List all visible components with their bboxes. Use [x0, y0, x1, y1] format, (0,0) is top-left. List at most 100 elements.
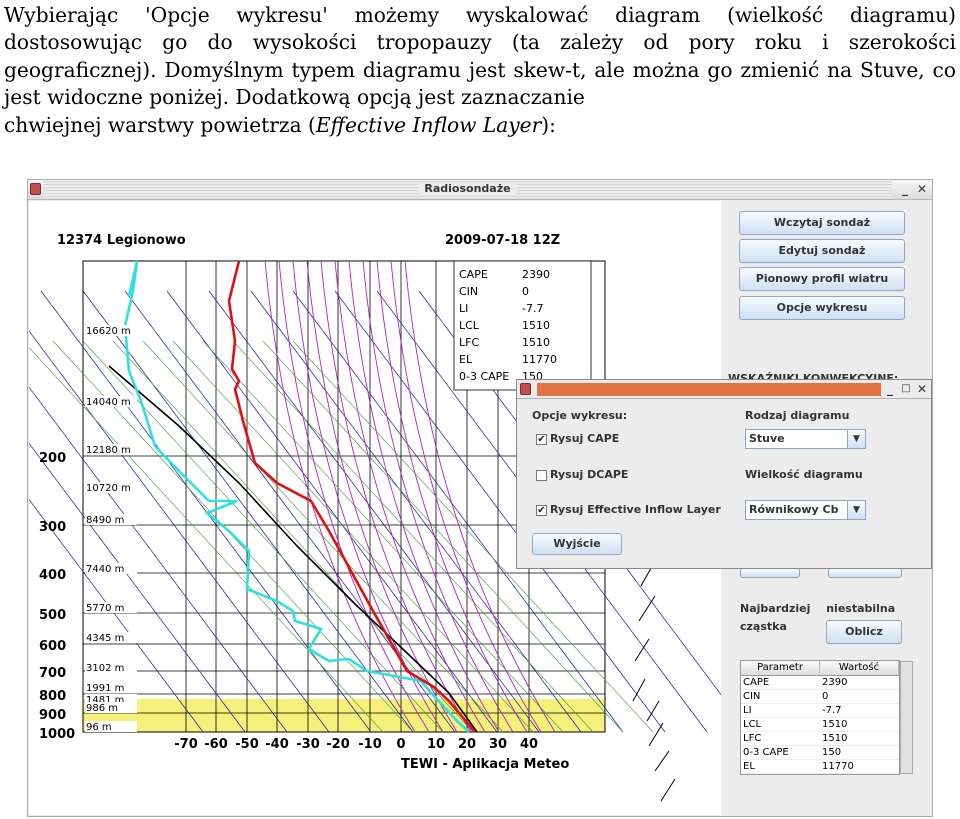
- height-label: 7440 m: [86, 564, 124, 575]
- mixing-ratio-line: [172, 340, 534, 733]
- mixing-ratio-line: [292, 340, 654, 733]
- table-row[interactable]: LCL 1510: [741, 718, 899, 732]
- index-name: EL: [459, 353, 473, 366]
- table-header-param[interactable]: Parametr: [741, 661, 820, 675]
- height-label-bg: [85, 721, 137, 732]
- wind-barb: [660, 778, 676, 802]
- height-label-bg: [85, 682, 137, 693]
- temperature-tick-label: -30: [296, 737, 320, 752]
- draw-cape-checkbox[interactable]: ✔: [536, 434, 547, 445]
- mixing-ratio-line: [262, 340, 624, 733]
- index-value: 11770: [522, 353, 557, 366]
- dialog-titlebar[interactable]: _ □ ✕: [517, 380, 931, 399]
- table-row[interactable]: CAPE 2390: [741, 676, 899, 690]
- moist-adiabat-line: [362, 260, 514, 733]
- table-header-value[interactable]: Wartość: [820, 661, 899, 675]
- draw-dcape-checkbox[interactable]: [536, 470, 547, 481]
- dry-adiabat-line: [0, 404, 246, 733]
- window-titlebar[interactable]: Radiosondaże _ ✕: [28, 180, 932, 200]
- dialog-minimize-icon[interactable]: _: [887, 382, 893, 396]
- chevron-down-icon[interactable]: ▼: [847, 501, 865, 519]
- diagram-size-value: Równikowy Cb: [749, 503, 839, 516]
- dialog-maximize-icon[interactable]: □: [901, 383, 911, 394]
- table-header: Parametr Wartość: [741, 661, 899, 676]
- draw-inflow-label[interactable]: Rysuj Effective Inflow Layer: [550, 503, 721, 516]
- mixing-ratio-line: [112, 340, 474, 733]
- index-value: 1510: [522, 336, 550, 349]
- height-label-bg: [85, 482, 137, 493]
- table-row[interactable]: EL 11770: [741, 760, 899, 774]
- height-label: 5770 m: [86, 603, 124, 614]
- wind-profile-button[interactable]: Pionowy profil wiatru: [739, 267, 905, 291]
- temperature-tick-label: -50: [235, 737, 259, 752]
- index-name: LI: [459, 302, 468, 315]
- table-row[interactable]: 0-3 CAPE 150: [741, 746, 899, 760]
- table-scrollbar[interactable]: [900, 661, 913, 774]
- stuve-chart-svg: 12374 Legionowo 2009-07-18 12Z TEWI - Apli…: [0, 233, 750, 802]
- height-label: 4345 m: [86, 633, 124, 644]
- exit-button[interactable]: Wyjście: [532, 533, 622, 555]
- height-label: 1991 m: [86, 683, 124, 694]
- dry-adiabat-line: [292, 290, 624, 733]
- side-panel: Wczytaj sondaż Edytuj sondaż Pionowy pro…: [728, 202, 928, 802]
- index-value: 2390: [522, 268, 550, 281]
- height-label: 12180 m: [86, 445, 131, 456]
- calculate-button[interactable]: Oblicz: [826, 620, 902, 644]
- station-title: 12374 Legionowo: [57, 233, 186, 248]
- pressure-label: 500: [39, 608, 66, 623]
- hidden-button-right[interactable]: [828, 568, 902, 578]
- app-icon: [30, 183, 41, 195]
- edit-sounding-button[interactable]: Edytuj sondaż: [739, 239, 905, 263]
- dry-adiabat-line: [250, 290, 582, 733]
- draw-cape-label[interactable]: Rysuj CAPE: [550, 432, 620, 445]
- table-row[interactable]: LI -7.7: [741, 704, 899, 718]
- height-label-bg: [85, 444, 137, 455]
- moist-adiabat-line: [376, 260, 528, 733]
- pressure-label: 1000: [39, 727, 75, 742]
- diagram-type-select[interactable]: Stuve ▼: [745, 429, 866, 449]
- options-label: Opcje wykresu:: [532, 409, 628, 422]
- dry-adiabat-line: [208, 290, 540, 733]
- height-label: 986 m: [86, 703, 118, 714]
- height-label: 1481 m: [86, 695, 124, 706]
- table-cell-value: -7.7: [822, 705, 842, 716]
- height-label-bg: [85, 694, 137, 705]
- hidden-button-left[interactable]: [740, 568, 800, 578]
- dialog-close-icon[interactable]: ✕: [916, 382, 928, 396]
- index-name: 0-3 CAPE: [459, 370, 509, 383]
- diagram-type-label: Rodzaj diagramu: [745, 409, 850, 422]
- index-value: -7.7: [522, 302, 543, 315]
- minimize-icon[interactable]: _: [902, 182, 908, 196]
- datetime-title: 2009-07-18 12Z: [445, 233, 560, 248]
- mixing-ratio-line: [232, 340, 594, 733]
- draw-inflow-checkbox[interactable]: ✔: [536, 505, 547, 516]
- mixing-ratio-line: [202, 340, 564, 733]
- table-row[interactable]: CIN 0: [741, 690, 899, 704]
- table-cell-param: LFC: [743, 733, 762, 744]
- pressure-label: 400: [39, 568, 66, 583]
- wind-barb: [648, 722, 664, 747]
- moist-adiabat-line: [292, 260, 444, 733]
- pressure-label: 600: [39, 639, 66, 654]
- table-row[interactable]: LFC 1510: [741, 732, 899, 746]
- chart-options-button[interactable]: Opcje wykresu: [739, 296, 905, 320]
- temperature-tick-label: 10: [427, 737, 445, 752]
- description-paragraph: Wybierając 'Opcje wykresu' możemy wyskal…: [4, 2, 956, 139]
- height-label: 8490 m: [86, 515, 124, 526]
- moist-adiabat-line: [306, 260, 458, 733]
- load-sounding-button[interactable]: Wczytaj sondaż: [739, 211, 905, 235]
- draw-dcape-label[interactable]: Rysuj DCAPE: [550, 468, 629, 481]
- height-label: 10720 m: [86, 483, 131, 494]
- table-cell-param: LCL: [743, 719, 762, 730]
- mixing-ratio-line: [22, 340, 384, 733]
- diagram-size-select[interactable]: Równikowy Cb ▼: [745, 500, 866, 520]
- table-cell-param: 0-3 CAPE: [743, 747, 789, 758]
- table-cell-value: 11770: [822, 761, 854, 772]
- temperature-tick-label: -60: [204, 737, 228, 752]
- unstable-parcel-label: Najbardziej niestabilna: [740, 602, 896, 615]
- temperature-curve: [227, 260, 476, 733]
- height-label-bg: [85, 602, 137, 613]
- close-icon[interactable]: ✕: [916, 182, 928, 196]
- chevron-down-icon[interactable]: ▼: [847, 430, 865, 448]
- temperature-tick-label: 40: [520, 737, 538, 752]
